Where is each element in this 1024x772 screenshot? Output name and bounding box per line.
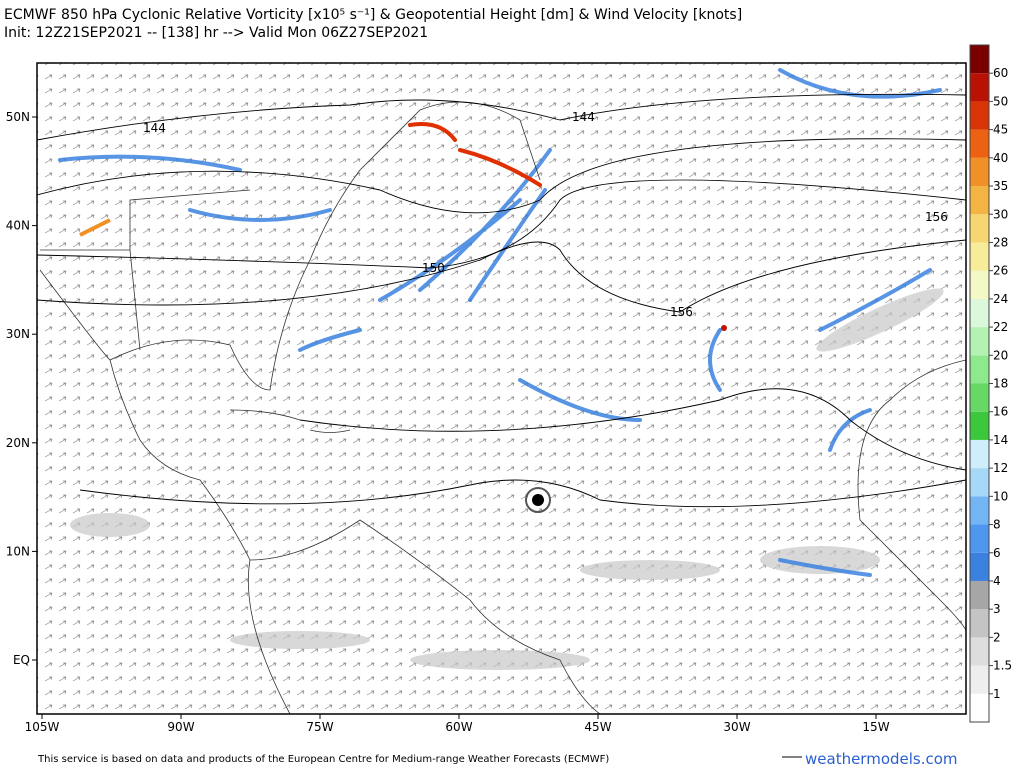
map [37,63,966,714]
colorbar-segment [970,637,989,666]
lat-label: 40N [6,219,30,233]
colorbar-label: 12 [993,461,1008,475]
colorbar: 1 1.5 2 3 4 6 8 10 12 14 16 18 20 22 24 26 28 30 35 40 45 50 6… [969,44,1012,723]
colorbar-label: 26 [993,264,1008,278]
contour-label: 156 [925,210,948,224]
colorbar-label: 35 [993,179,1008,193]
lat-axis: 50N 40N 30N 20N 10N EQ [6,110,37,667]
subtitle: Init: 12Z21SEP2021 -- [138] hr --> Valid… [4,25,428,41]
colorbar-segment [970,327,989,356]
colorbar-segment [970,496,989,525]
colorbar-segment [970,45,989,74]
colorbar-label: 20 [993,348,1008,362]
colorbar-segment [970,129,989,158]
colorbar-segment [970,355,989,384]
colorbar-label: 22 [993,320,1008,334]
colorbar-segment [970,270,989,299]
title: ECMWF 850 hPa Cyclonic Relative Vorticit… [4,7,742,23]
coastlines [39,101,966,714]
lon-label: 60W [445,720,472,734]
colorbar-label: 45 [993,123,1008,137]
lon-label: 105W [25,720,60,734]
colorbar-label: 8 [993,518,1001,532]
colorbar-label: 28 [993,235,1008,249]
colorbar-segment [970,383,989,412]
colorbar-segment [970,411,989,440]
colorbar-label: 16 [993,405,1008,419]
colorbar-label: 24 [993,292,1008,306]
colorbar-segment [970,101,989,130]
lon-label: 30W [723,720,750,734]
colorbar-label: 1 [993,687,1001,701]
colorbar-label: 6 [993,546,1001,560]
height-contours [37,93,966,508]
colorbar-label: 60 [993,66,1008,80]
credit: This service is based on data and produc… [37,754,609,765]
colorbar-segment [970,693,989,722]
lon-label: 45W [584,720,611,734]
colorbar-segment [970,214,989,243]
contour-label: 144 [572,110,595,124]
colorbar-label: 2 [993,630,1001,644]
colorbar-segment [970,468,989,497]
colorbar-label: 50 [993,94,1008,108]
contour-label: 144 [143,121,166,135]
colorbar-segment [970,609,989,638]
lon-label: 90W [167,720,194,734]
colorbar-label: 30 [993,207,1008,221]
lat-label: EQ [13,653,30,667]
colorbar-segment [970,298,989,328]
lat-label: 50N [6,110,30,124]
colorbar-segment [970,73,989,102]
contour-label: 156 [670,305,693,319]
colorbar-segment [970,242,989,271]
colorbar-label: 10 [993,489,1008,503]
lat-label: 30N [6,327,30,341]
colorbar-segment [970,580,989,610]
colorbar-label: 18 [993,377,1008,391]
map-frame [36,62,967,715]
colorbar-label: 14 [993,433,1008,447]
lon-label: 15W [862,720,889,734]
colorbar-segment [970,439,989,469]
contour-label: 150 [422,261,445,275]
colorbar-label: 4 [993,574,1001,588]
lat-label: 10N [6,544,30,558]
colorbar-segment [970,665,989,694]
colorbar-label: 1.5 [993,659,1012,673]
lat-label: 20N [6,436,30,450]
colorbar-segment [970,186,989,215]
site: weathermodels.com [805,750,958,768]
colorbar-segment [970,552,989,581]
colorbar-segment [970,157,989,187]
colorbar-segment [970,524,989,553]
lon-label: 75W [306,720,333,734]
colorbar-label: 40 [993,151,1008,165]
lon-axis: 105W 90W 75W 60W 45W 30W 15W [25,714,890,734]
colorbar-label: 3 [993,602,1001,616]
